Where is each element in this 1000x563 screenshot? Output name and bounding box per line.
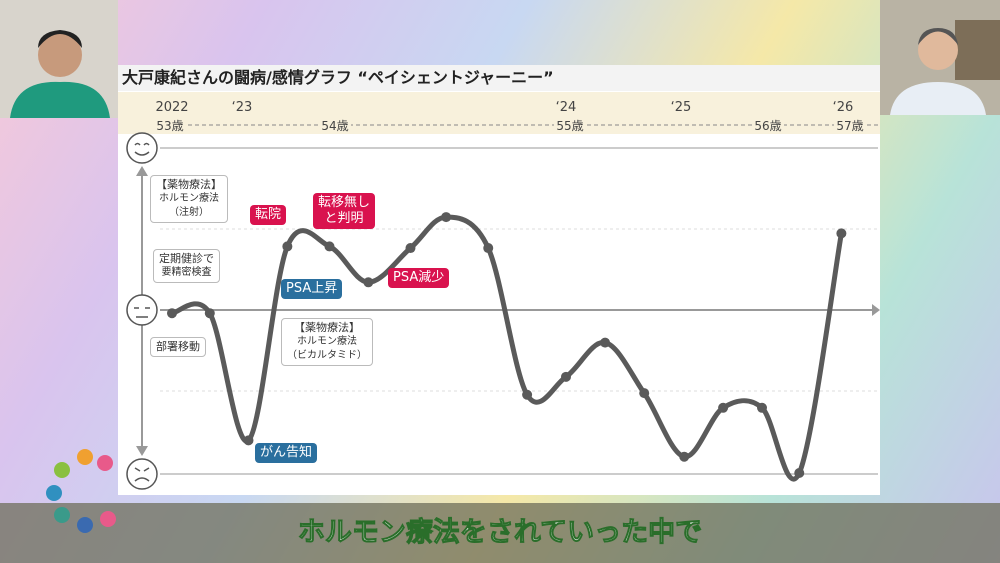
emotion-point [794,468,805,478]
annotation-line: 定期健診で [159,252,214,265]
emotion-point [204,308,215,319]
emotion-point [639,388,650,399]
emotion-point [522,389,533,400]
x-tick-label: ‘26 [833,100,854,115]
annotation-line: PSA減少 [393,270,445,285]
annotation-line: 要精密検査 [161,267,212,278]
x-tick-label: ‘25 [671,100,692,115]
emotion-point [167,308,177,319]
age-label: 54歳 [321,119,348,133]
emotion-point [405,243,416,254]
annotation-line: PSA上昇 [286,281,338,296]
age-label: 55歳 [556,119,583,133]
face-icons [126,132,158,490]
arrow-head [872,304,880,316]
emotion-point [561,371,571,382]
age-label-bg [554,117,586,133]
age-label-bg [834,117,866,133]
annotation: 部署移動 [150,337,206,357]
x-tick-label: ‘23 [232,100,253,115]
annotation: PSA上昇 [281,279,343,299]
annotation: PSA減少 [388,268,450,288]
age-label: 53歳 [156,119,183,133]
emotion-point [243,435,254,446]
annotation-line: がん告知 [260,445,313,460]
age-label-bg [154,117,186,133]
emotion-point [600,337,611,348]
age-label-bg [752,117,784,133]
annotation-line: ホルモン療法 [297,336,357,347]
emotion-point [679,451,690,462]
emotion-point [324,241,335,252]
annotation: がん告知 [255,443,318,463]
annotation-line: 【薬物療法】 [156,178,222,191]
annotation: 転移無し と判明 [313,193,376,229]
emotion-point [483,243,494,254]
emotion-point [441,212,452,223]
webcam-right [880,0,1000,115]
age-label: 57歳 [836,119,863,133]
annotation: 【薬物療法】 ホルモン療法 （注射） [150,175,228,223]
annotation-line: （ビカルタミド） [287,350,367,361]
annotation-line: 部署移動 [156,340,200,353]
age-label-bg [319,117,351,133]
emotion-point [757,402,767,413]
emotion-point [363,277,374,288]
annotation-line: 転院 [255,207,282,222]
emotion-point [718,402,729,413]
annotation-line: 転移無し [318,195,371,210]
annotation: 転院 [250,205,287,225]
logo [46,449,116,533]
x-tick-label: ‘24 [556,100,577,115]
annotation-line: と判明 [324,211,364,226]
annotation-line: （注射） [169,207,209,218]
emotion-line [171,214,844,482]
subtitle-caption: ホルモン療法をされていった中で [0,503,1000,563]
annotation-line: 【薬物療法】 [294,321,360,334]
age-label: 56歳 [754,119,781,133]
emotion-point [836,228,847,239]
emotion-point [282,241,293,252]
webcam-left [0,0,118,118]
x-tick-label: 2022 [155,100,188,115]
annotation-line: ホルモン療法 [159,193,219,204]
slide-title: 大戸康紀さんの闘病/感情グラフ “ペイシェントジャーニー” [118,65,880,91]
annotation: 【薬物療法】 ホルモン療法 （ビカルタミド） [281,318,373,366]
annotation: 定期健診で要精密検査 [153,249,220,283]
